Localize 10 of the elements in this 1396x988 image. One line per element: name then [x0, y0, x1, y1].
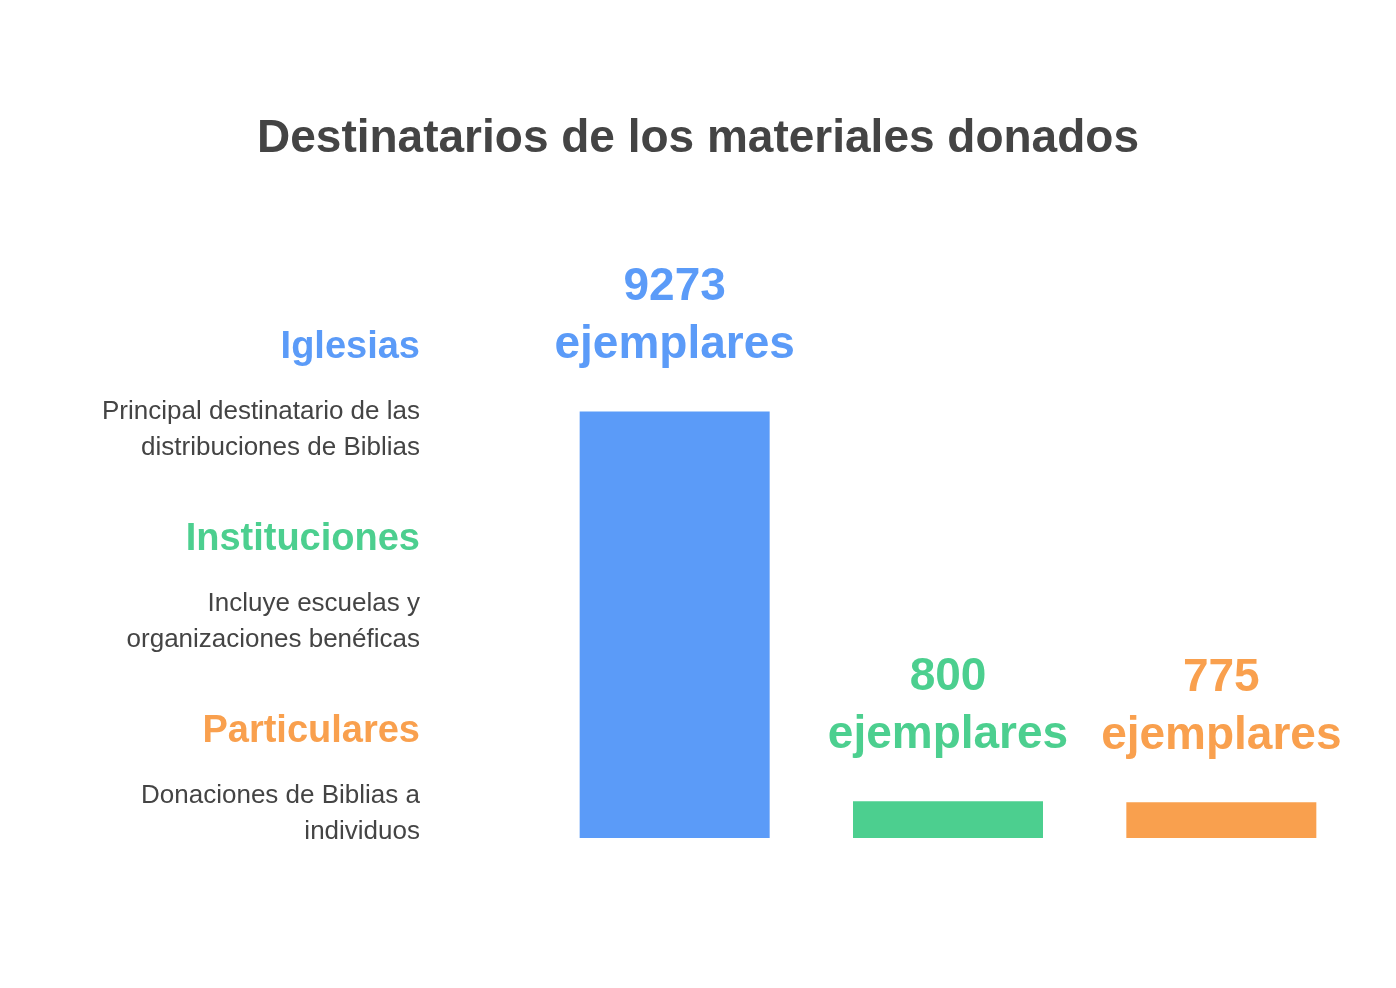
chart-title: Destinatarios de los materiales donados — [257, 110, 1139, 162]
text: Instituciones — [185, 516, 420, 558]
data-label: 9273 ejemplares — [554, 258, 795, 369]
text: Donaciones de Biblias a individuos — [141, 779, 421, 845]
text: Iglesias — [280, 324, 420, 366]
data-label: 775 ejemplares — [1101, 649, 1342, 760]
text: Principal destinatario de las distribuciones de Biblias — [102, 395, 420, 461]
text: Incluye escuelas y organizaciones benéficas — [126, 587, 420, 653]
text: Particulares — [202, 708, 420, 750]
data-label: 800 ejemplares — [827, 648, 1069, 759]
